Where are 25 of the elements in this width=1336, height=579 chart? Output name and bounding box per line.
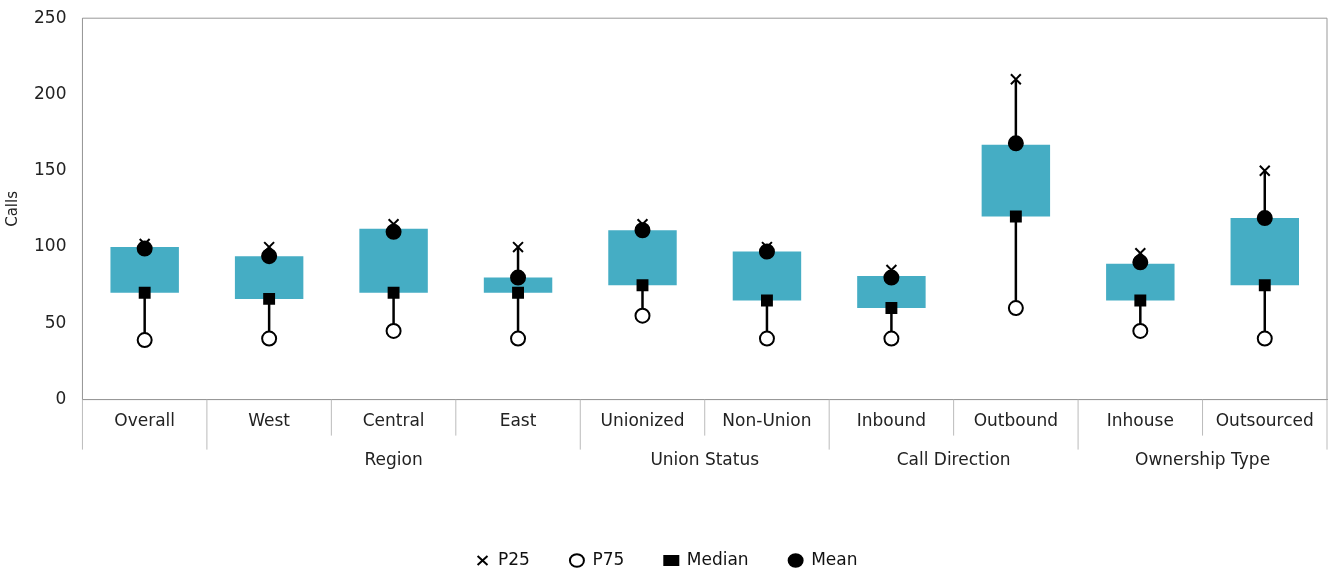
x-tick-label: Inhouse [1106, 410, 1174, 431]
x-tick-label: Outbound [973, 410, 1059, 431]
x-tick-label: Unionized [600, 410, 685, 431]
x-tick-label: Non-Union [722, 410, 812, 431]
y-tick-label: 200 [33, 82, 67, 103]
x-tick-label: Overall [114, 410, 176, 431]
y-tick-label: 150 [33, 159, 67, 180]
text: Union Status [650, 449, 760, 470]
legend-label: P75 [592, 548, 625, 569]
legend-label: Mean [811, 548, 858, 569]
y-tick-label: 0 [55, 388, 67, 409]
y-tick-label: 100 [33, 235, 67, 256]
x-tick-label: Outsourced [1215, 410, 1314, 431]
x-tick-label: West [248, 410, 291, 431]
x-tick-label: East [499, 410, 537, 431]
y-axis-title: Calls [2, 190, 21, 227]
x-tick-label: Central [362, 410, 425, 431]
legend-label: P25 [498, 548, 530, 569]
legend-label: Median [686, 548, 749, 569]
text: Ownership Type [1134, 449, 1271, 470]
y-tick-label: 50 [44, 311, 67, 332]
text: Region [364, 449, 423, 470]
text: Call Direction [896, 449, 1011, 470]
y-tick-label: 250 [33, 6, 67, 27]
x-tick-label: Inbound [856, 410, 927, 431]
